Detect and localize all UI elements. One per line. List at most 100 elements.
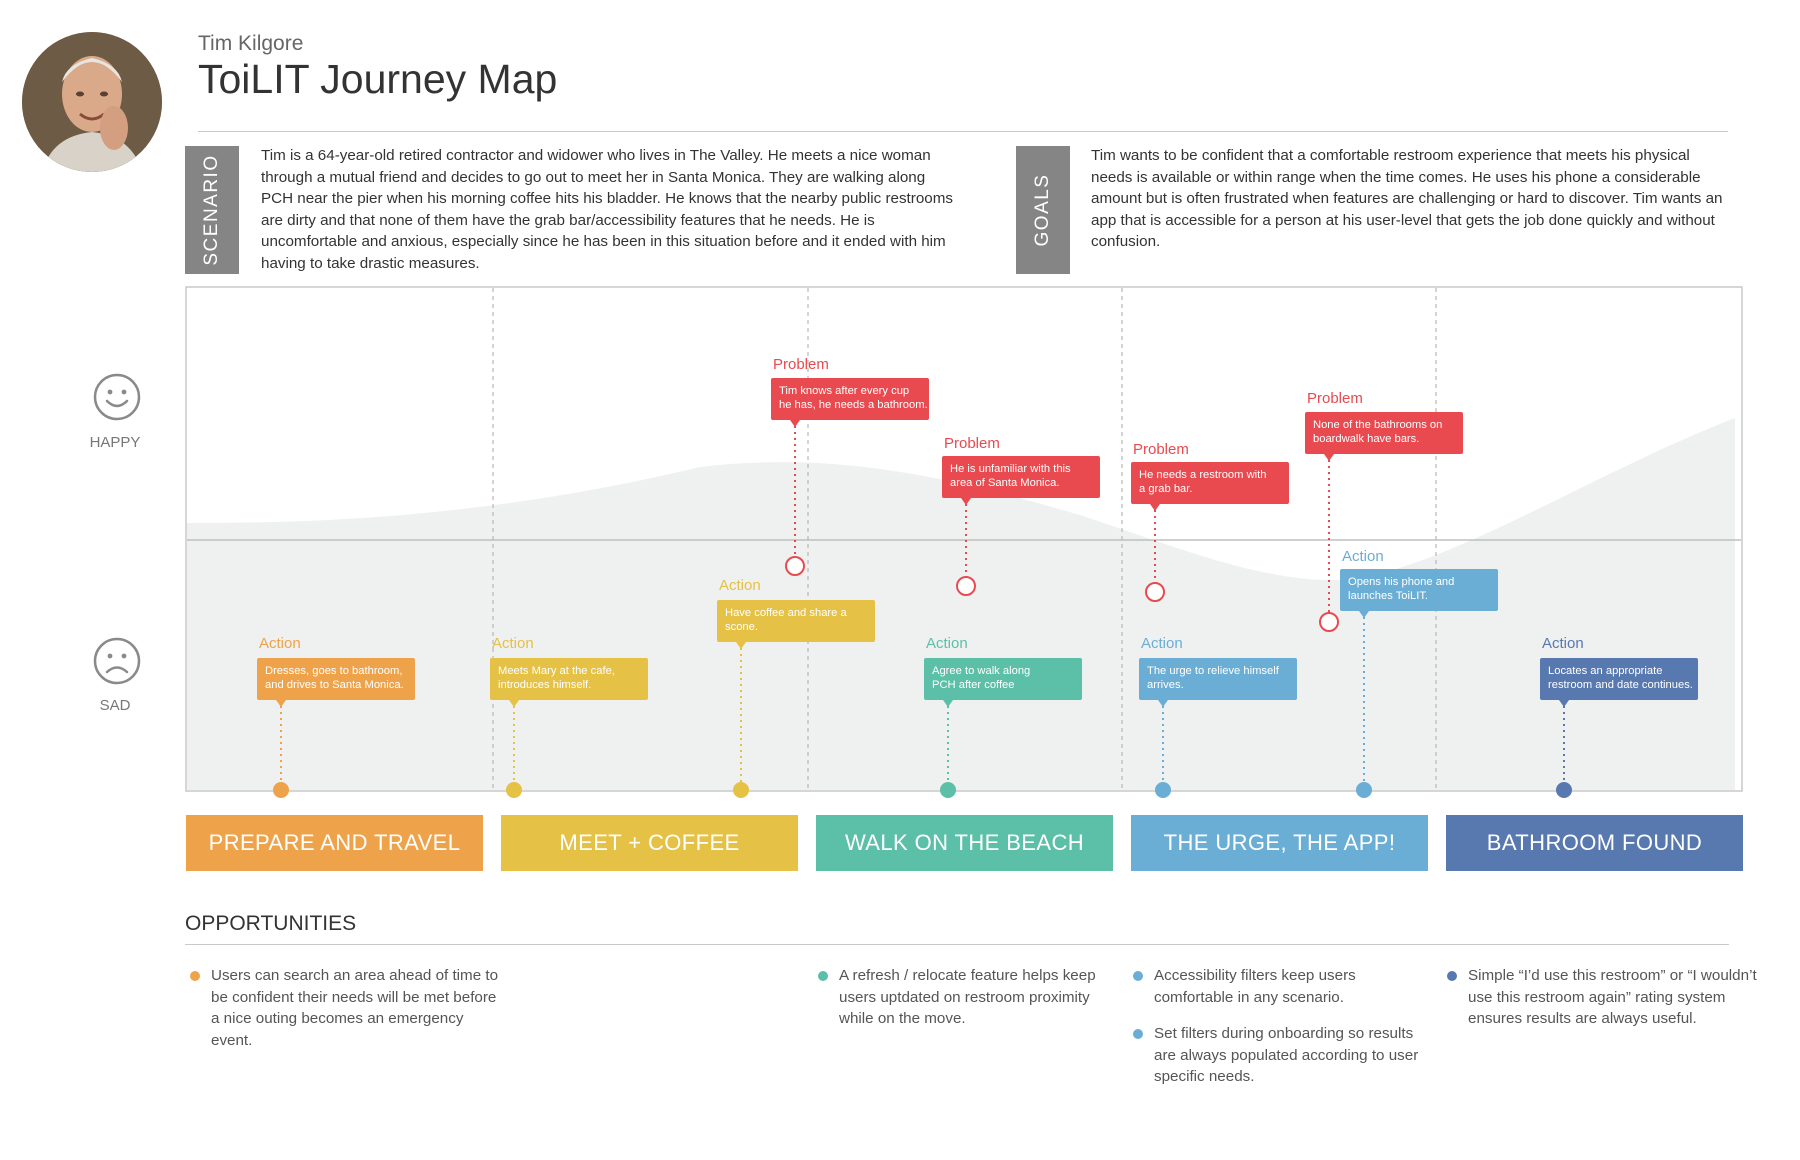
event-text: scone. [725, 621, 758, 633]
bullet-dot-icon [1447, 971, 1457, 981]
event-text: Tim knows after every cup [779, 385, 909, 397]
bullet-dot-icon [1133, 971, 1143, 981]
event-kind-label: Problem [944, 435, 1000, 452]
opportunity-item: Set filters during onboarding so results… [1130, 1023, 1424, 1088]
event-text: He needs a restroom with [1139, 469, 1266, 481]
opportunity-item: A refresh / relocate feature helps keep … [815, 965, 1109, 1030]
sad-face-icon [93, 637, 141, 685]
phase-prepare-and-travel: PREPARE AND TRAVEL [186, 815, 483, 871]
event-pointer [1150, 504, 1160, 511]
sad-label: SAD [99, 697, 131, 714]
phase-label: MEET + COFFEE [559, 830, 740, 855]
event-kind-label: Action [1542, 635, 1584, 652]
event-kind-label: Problem [1307, 390, 1363, 407]
action-event: Action Agree to walk along PCH after coffe… [924, 635, 1082, 798]
event-box [257, 658, 415, 700]
opportunity-item: Users can search an area ahead of time t… [187, 965, 501, 1051]
event-kind-label: Action [1342, 548, 1384, 565]
event-pointer [790, 420, 800, 427]
persona-avatar [22, 32, 162, 172]
problem-event: Problem Tim knows after every cup he has, … [771, 356, 929, 576]
event-text: and drives to Santa Monica. [265, 679, 404, 691]
action-marker [1556, 782, 1572, 798]
event-text: launches ToiLIT. [1348, 590, 1428, 602]
event-pointer [509, 700, 519, 707]
scenario-text: Tim is a 64-year-old retired contractor … [261, 147, 953, 272]
opportunity-item: Accessibility filters keep users comfort… [1130, 965, 1424, 1008]
event-box [1540, 658, 1698, 700]
opportunity-text: Accessibility filters keep users comfort… [1154, 967, 1356, 1006]
event-text: Meets Mary at the cafe, [498, 665, 615, 677]
goals-text: Tim wants to be confident that a comfort… [1091, 147, 1723, 250]
page-title: ToiLIT Journey Map [198, 56, 558, 102]
action-event: Action Opens his phone and launches ToiLIT… [1340, 548, 1498, 798]
phase-label: BATHROOM FOUND [1486, 830, 1703, 855]
problem-event: Problem He is unfamiliar with this area of… [942, 435, 1100, 596]
event-text: None of the bathrooms on [1313, 419, 1442, 431]
phase-label: WALK ON THE BEACH [844, 830, 1085, 855]
event-kind-label: Action [1141, 635, 1183, 652]
event-box [1131, 462, 1289, 504]
event-kind-label: Action [259, 635, 301, 652]
action-event: Action Meets Mary at the cafe, introduces … [490, 635, 648, 798]
events-layer: Action Dresses, goes to bathroom, and driv… [257, 356, 1698, 798]
scenario-tab: SCENARIO [185, 146, 239, 274]
event-box [771, 378, 929, 420]
phase-dividers [492, 288, 1437, 790]
event-box [717, 600, 875, 642]
opportunity-item: Simple “I’d use this restroom” or “I wou… [1444, 965, 1758, 1030]
event-text: area of Santa Monica. [950, 477, 1059, 489]
persona-name: Tim Kilgore [198, 32, 304, 55]
event-kind-label: Action [719, 577, 761, 594]
phase-label: PREPARE AND TRAVEL [208, 830, 461, 855]
event-kind-label: Problem [1133, 441, 1189, 458]
happy-label: HAPPY [89, 434, 141, 451]
event-text: PCH after coffee [932, 679, 1015, 691]
event-pointer [276, 700, 286, 707]
event-pointer [943, 700, 953, 707]
problem-marker [1319, 612, 1339, 632]
event-pointer [736, 642, 746, 649]
event-pointer [1158, 700, 1168, 707]
phase-label: THE URGE, THE APP! [1163, 830, 1396, 855]
phase-bathroom-found: BATHROOM FOUND [1446, 815, 1743, 871]
bullet-dot-icon [818, 971, 828, 981]
event-box [924, 658, 1082, 700]
event-kind-label: Action [926, 635, 968, 652]
action-event: Action Have coffee and share a scone. [717, 577, 875, 798]
goals-tab: GOALS [1016, 146, 1070, 274]
event-box [490, 658, 648, 700]
problem-marker [1145, 582, 1165, 602]
event-kind-label: Action [492, 635, 534, 652]
problem-event: Problem None of the bathrooms on boardwalk… [1305, 390, 1463, 632]
happy-face-icon [93, 373, 141, 421]
event-text: a grab bar. [1139, 483, 1193, 495]
header-divider [198, 131, 1728, 132]
event-text: Dresses, goes to bathroom, [265, 665, 402, 677]
opportunity-text: A refresh / relocate feature helps keep … [839, 967, 1096, 1027]
event-box [942, 456, 1100, 498]
event-text: He is unfamiliar with this [950, 463, 1071, 475]
persona-photo-icon [22, 32, 162, 172]
event-pointer [1559, 700, 1569, 707]
journey-chart: Action Dresses, goes to bathroom, and driv… [185, 286, 1743, 798]
phase-walk-on-the-beach: WALK ON THE BEACH [816, 815, 1113, 871]
action-event: Action The urge to relieve himself arrives… [1139, 635, 1297, 798]
bullet-dot-icon [1133, 1029, 1143, 1039]
event-text: The urge to relieve himself [1147, 665, 1280, 677]
event-text: boardwalk have bars. [1313, 433, 1419, 445]
event-kind-label: Problem [773, 356, 829, 373]
bullet-dot-icon [190, 971, 200, 981]
opportunity-text: Set filters during onboarding so results… [1154, 1025, 1419, 1085]
opportunities-divider [185, 944, 1729, 945]
phase-the-urge-the-app: THE URGE, THE APP! [1131, 815, 1428, 871]
action-marker [506, 782, 522, 798]
event-pointer [1359, 611, 1369, 618]
action-marker [733, 782, 749, 798]
event-box [1340, 569, 1498, 611]
opportunity-text: Users can search an area ahead of time t… [211, 967, 499, 1049]
event-text: arrives. [1147, 679, 1184, 691]
opportunity-text: Simple “I’d use this restroom” or “I wou… [1468, 967, 1757, 1027]
event-pointer [961, 498, 971, 505]
opportunities-title: OPPORTUNITIES [185, 912, 357, 935]
